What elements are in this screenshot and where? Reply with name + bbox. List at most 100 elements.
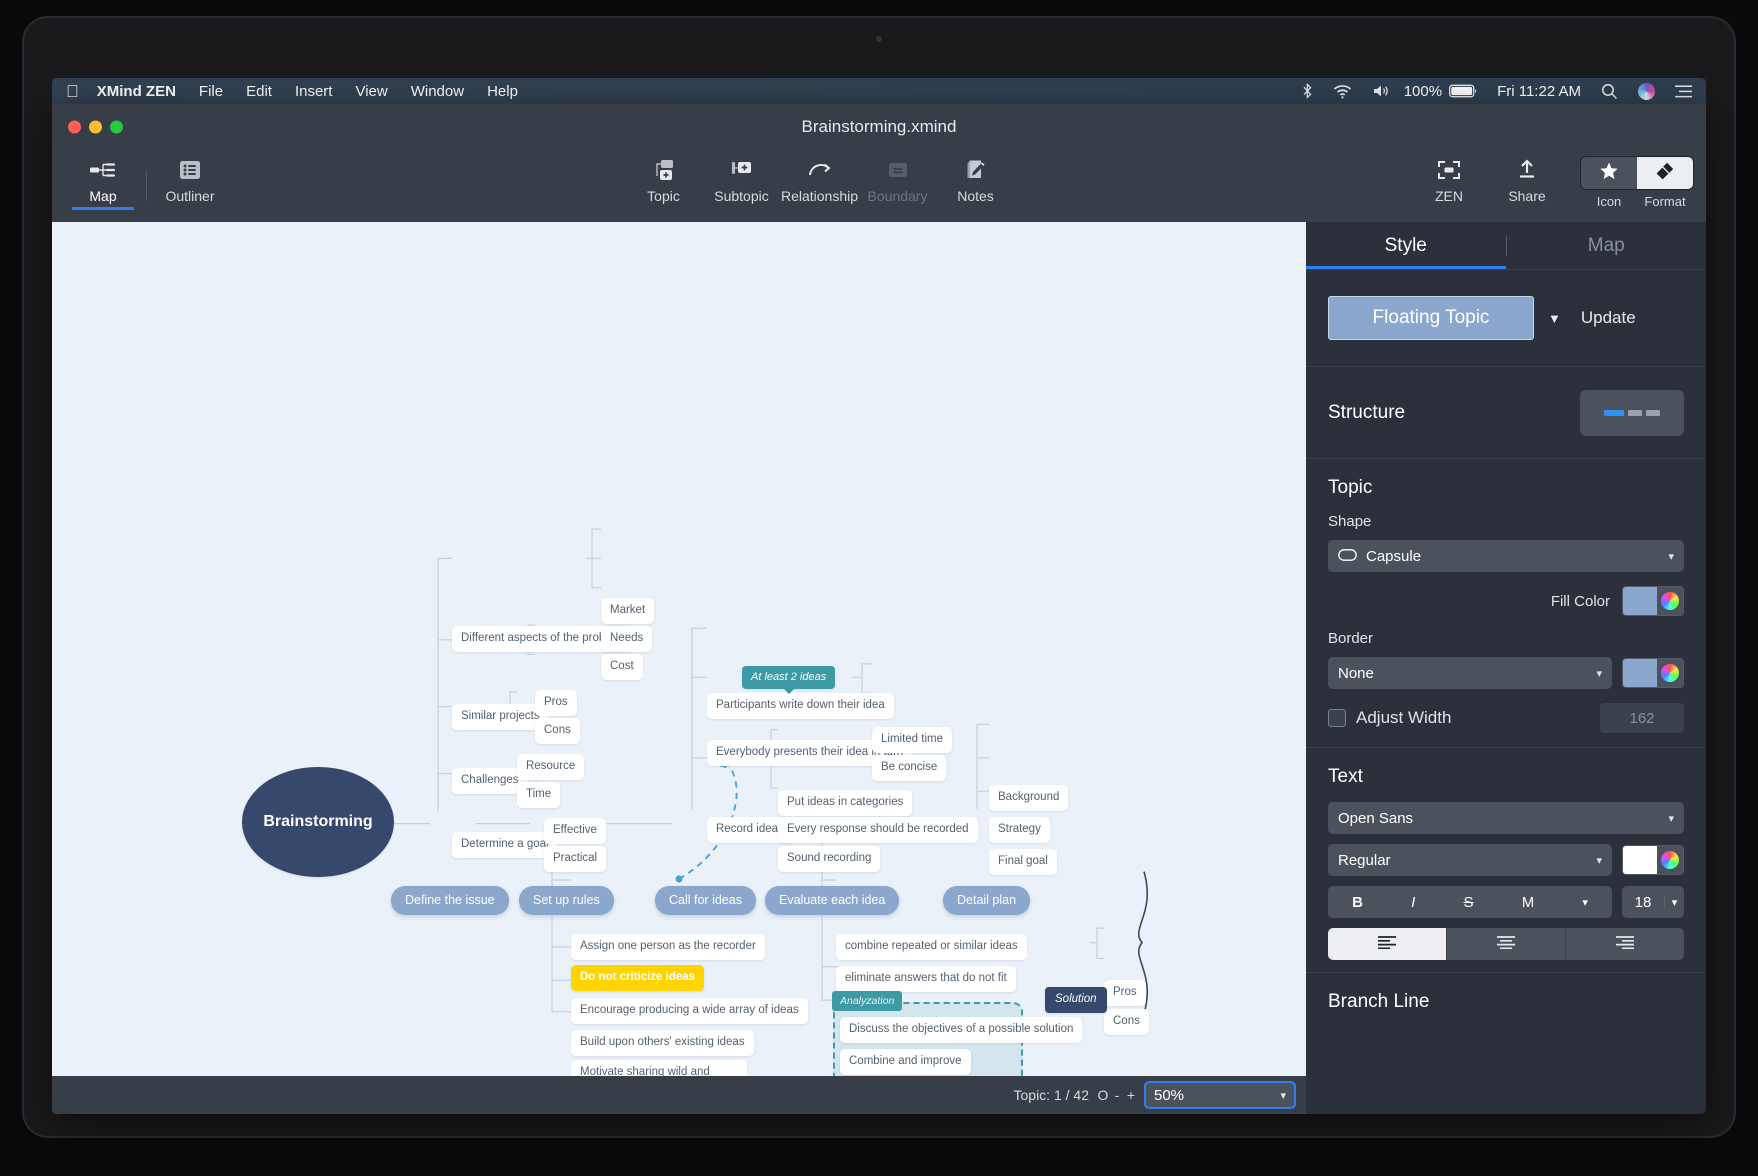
mindmap-topic[interactable]: combine repeated or similar ideas bbox=[836, 934, 1027, 960]
toolbar-boundary[interactable]: Boundary bbox=[859, 150, 937, 204]
mindmap-topic[interactable]: Market bbox=[601, 598, 655, 624]
mindmap-topic[interactable]: Effective bbox=[544, 818, 606, 844]
wifi-icon[interactable] bbox=[1333, 84, 1352, 99]
mindmap-root-topic[interactable]: Brainstorming bbox=[242, 767, 394, 877]
chevron-down-icon[interactable]: ▾ bbox=[1582, 896, 1588, 909]
mindmap-topic[interactable]: Build upon others' existing ideas bbox=[571, 1030, 754, 1056]
toolbar-map-view[interactable]: Map bbox=[64, 150, 142, 210]
font-size-input[interactable]: 18 ▾ bbox=[1622, 886, 1684, 918]
mindmap-main-topic-2[interactable]: Set up rules bbox=[519, 886, 614, 915]
menu-help[interactable]: Help bbox=[474, 82, 518, 100]
toolbar-share[interactable]: Share bbox=[1488, 150, 1566, 204]
font-family-select[interactable]: Open Sans ▾ bbox=[1328, 802, 1684, 834]
fill-color-swatch[interactable] bbox=[1622, 586, 1684, 616]
chevron-down-icon[interactable]: ▼ bbox=[1548, 310, 1561, 326]
mindmap-topic[interactable]: Needs bbox=[601, 626, 653, 652]
border-style-select[interactable]: None ▾ bbox=[1328, 657, 1612, 689]
color-wheel-icon[interactable] bbox=[1657, 846, 1683, 874]
mindmap-topic[interactable]: Strategy bbox=[989, 817, 1050, 843]
toolbar-format-button[interactable] bbox=[1637, 157, 1693, 189]
color-wheel-icon[interactable] bbox=[1657, 587, 1683, 615]
border-color-swatch[interactable] bbox=[1622, 658, 1684, 688]
mindmap-main-topic-3[interactable]: Call for ideas bbox=[655, 886, 756, 915]
structure-picker-button[interactable] bbox=[1580, 389, 1684, 436]
mindmap-topic[interactable]: Pros bbox=[535, 690, 577, 716]
mindmap-topic[interactable]: Discuss the objectives of a possible sol… bbox=[840, 1017, 1083, 1043]
toolbar-subtopic[interactable]: Subtopic bbox=[703, 150, 781, 204]
control-center-icon[interactable] bbox=[1675, 84, 1692, 98]
shape-select[interactable]: Capsule ▾ bbox=[1328, 540, 1684, 572]
text-case-button[interactable]: M bbox=[1521, 893, 1535, 911]
mindmap-topic[interactable]: Combine and improve bbox=[840, 1049, 971, 1075]
align-center-button[interactable] bbox=[1447, 928, 1566, 960]
apple-logo-icon[interactable]:  bbox=[66, 83, 79, 100]
chevron-down-icon[interactable]: ▾ bbox=[1664, 895, 1684, 909]
mindmap-topic[interactable]: Final goal bbox=[989, 849, 1057, 875]
color-wheel-icon[interactable] bbox=[1657, 659, 1683, 687]
mindmap-topic[interactable]: Time bbox=[517, 782, 561, 808]
mindmap-topic[interactable]: Every response should be recorded bbox=[778, 817, 978, 843]
mindmap-topic[interactable]: Pros bbox=[1104, 980, 1146, 1006]
menu-window[interactable]: Window bbox=[397, 82, 464, 100]
mindmap-callout-topic[interactable]: At least 2 ideas bbox=[742, 666, 836, 694]
menu-view[interactable]: View bbox=[342, 82, 387, 100]
mindmap-topic[interactable]: Participants write down their idea bbox=[707, 693, 894, 719]
mindmap-topic[interactable]: eliminate answers that do not fit bbox=[836, 966, 1016, 992]
zoom-out-button[interactable]: - bbox=[1114, 1087, 1120, 1103]
zoom-fit-button[interactable]: O bbox=[1097, 1087, 1109, 1103]
zoom-in-button[interactable]: + bbox=[1126, 1087, 1136, 1103]
update-button[interactable]: Update bbox=[1580, 308, 1636, 327]
mindmap-topic[interactable]: Determine a goal bbox=[452, 832, 558, 858]
mindmap-summary-topic[interactable]: Solution bbox=[1045, 987, 1107, 1013]
style-preset-button[interactable]: Floating Topic bbox=[1328, 296, 1534, 340]
mindmap-topic[interactable]: Limited time bbox=[872, 727, 952, 753]
tab-style[interactable]: Style bbox=[1306, 222, 1506, 269]
tab-map[interactable]: Map bbox=[1507, 222, 1707, 269]
mindmap-highlighted-topic[interactable]: Do not criticize ideas bbox=[571, 965, 705, 991]
align-right-button[interactable] bbox=[1566, 928, 1684, 960]
toolbar-outliner-view[interactable]: Outliner bbox=[151, 150, 229, 204]
text-color-swatch[interactable] bbox=[1622, 845, 1684, 875]
toolbar-zen[interactable]: ZEN bbox=[1410, 150, 1488, 204]
mindmap-topic[interactable]: Encourage producing a wide array of idea… bbox=[571, 998, 808, 1024]
toolbar-relationship[interactable]: Relationship bbox=[781, 150, 859, 204]
menubar-clock[interactable]: Fri 11:22 AM bbox=[1497, 82, 1581, 100]
maximize-button[interactable] bbox=[110, 120, 123, 134]
bold-button[interactable]: B bbox=[1352, 893, 1363, 911]
mindmap-canvas[interactable]: Brainstorming Define the issue Set up ru… bbox=[52, 222, 1306, 1114]
siri-icon[interactable] bbox=[1638, 82, 1655, 100]
search-icon[interactable] bbox=[1601, 83, 1618, 100]
bluetooth-icon[interactable] bbox=[1302, 83, 1313, 99]
mindmap-topic[interactable]: Put ideas in categories bbox=[778, 790, 913, 816]
mindmap-topic[interactable]: Challenges bbox=[452, 768, 528, 794]
mindmap-main-topic-4[interactable]: Evaluate each idea bbox=[765, 886, 900, 915]
mindmap-topic[interactable]: Background bbox=[989, 785, 1069, 811]
mindmap-topic[interactable]: Similar projects bbox=[452, 704, 549, 730]
mindmap-topic[interactable]: Be concise bbox=[872, 755, 947, 781]
adjust-width-checkbox[interactable] bbox=[1328, 709, 1346, 727]
mindmap-topic[interactable]: Assign one person as the recorder bbox=[571, 934, 765, 960]
font-weight-select[interactable]: Regular ▾ bbox=[1328, 844, 1612, 876]
align-left-button[interactable] bbox=[1328, 928, 1447, 960]
mindmap-topic[interactable]: Resource bbox=[517, 754, 585, 780]
adjust-width-input[interactable]: 162 bbox=[1600, 703, 1684, 733]
mindmap-topic[interactable]: Cost bbox=[601, 654, 643, 680]
mindmap-main-topic-5[interactable]: Detail plan bbox=[943, 886, 1031, 915]
close-button[interactable] bbox=[68, 120, 81, 134]
zoom-level-select[interactable]: 50% ▾ bbox=[1144, 1081, 1296, 1109]
toolbar-topic[interactable]: Topic bbox=[625, 150, 703, 204]
mindmap-topic[interactable]: Sound recording bbox=[778, 846, 881, 872]
mindmap-topic[interactable]: Practical bbox=[544, 846, 607, 872]
toolbar-icon-button[interactable] bbox=[1581, 157, 1637, 189]
mindmap-topic[interactable]: Cons bbox=[1104, 1009, 1149, 1035]
menu-file[interactable]: File bbox=[186, 82, 223, 100]
menubar-app-name[interactable]: XMind ZEN bbox=[84, 82, 176, 100]
speaker-icon[interactable] bbox=[1372, 84, 1390, 98]
menu-edit[interactable]: Edit bbox=[233, 82, 272, 100]
italic-button[interactable]: I bbox=[1411, 893, 1416, 911]
toolbar-notes[interactable]: Notes bbox=[937, 150, 1015, 204]
mindmap-topic[interactable]: Cons bbox=[535, 718, 580, 744]
minimize-button[interactable] bbox=[89, 120, 102, 134]
mindmap-main-topic-1[interactable]: Define the issue bbox=[391, 886, 509, 915]
menu-insert[interactable]: Insert bbox=[282, 82, 333, 100]
